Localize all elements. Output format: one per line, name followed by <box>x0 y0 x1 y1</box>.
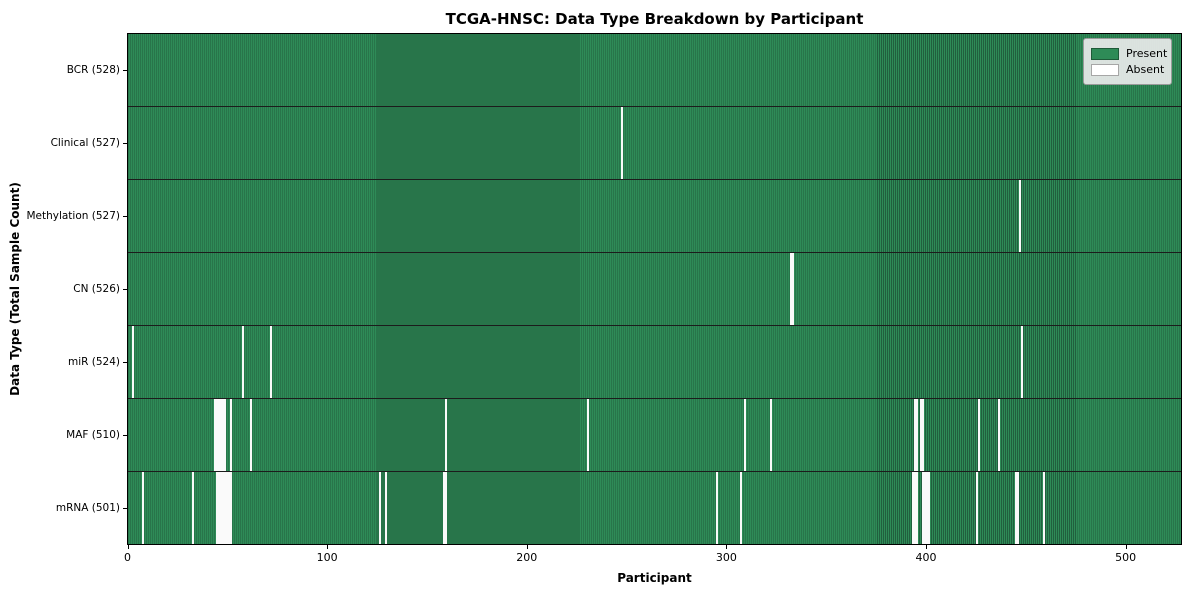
absent-cell <box>921 472 924 544</box>
absent-cell <box>379 472 382 544</box>
legend-entry-present: Present <box>1091 47 1168 60</box>
absent-cell <box>131 326 134 398</box>
legend-label-present: Present <box>1126 47 1168 60</box>
absent-cell <box>921 399 924 471</box>
absent-cell <box>223 399 226 471</box>
heatmap-row-clinical <box>128 107 1181 180</box>
absent-cell <box>977 399 980 471</box>
y-tick-mark <box>123 69 127 71</box>
legend-entry-absent: Absent <box>1091 63 1164 76</box>
absent-cell <box>227 472 230 544</box>
absent-cell <box>925 472 928 544</box>
absent-swatch <box>1091 63 1119 76</box>
absent-cell <box>586 399 589 471</box>
heatmap-row-cn <box>128 253 1181 326</box>
absent-cell <box>975 472 978 544</box>
absent-cell <box>1019 180 1022 252</box>
x-tick-mark <box>327 545 329 549</box>
legend-label-absent: Absent <box>1126 63 1165 76</box>
y-tick-mark <box>123 508 127 510</box>
y-tick-mark <box>123 215 127 217</box>
absent-cell <box>1015 472 1018 544</box>
legend: Present Absent <box>1083 38 1172 85</box>
absent-cell <box>269 326 272 398</box>
absent-cell <box>219 399 222 471</box>
absent-cell <box>215 399 218 471</box>
y-tick-label-mir: miR (524) <box>67 356 120 369</box>
y-tick-mark <box>123 289 127 290</box>
y-tick-mark <box>123 142 127 144</box>
x-tick-mark <box>127 545 129 549</box>
y-tick-label-cn: CN (526) <box>73 283 120 295</box>
x-tick-label: 0 <box>124 551 131 564</box>
heatmap-row-mir <box>128 326 1181 399</box>
absent-cell <box>1043 472 1046 544</box>
absent-cell <box>217 399 220 471</box>
absent-cell <box>716 472 719 544</box>
absent-cell <box>913 472 916 544</box>
absent-cell <box>191 472 194 544</box>
absent-cell <box>445 472 448 544</box>
absent-cell <box>225 472 228 544</box>
y-tick-label-methylation: Methylation (527) <box>26 209 120 222</box>
absent-cell <box>217 472 220 544</box>
x-axis-label: Participant <box>617 571 692 585</box>
absent-cell <box>223 472 226 544</box>
absent-cell <box>620 107 623 179</box>
absent-cell <box>445 399 448 471</box>
x-tick-mark <box>726 545 728 549</box>
plot-area <box>127 33 1182 545</box>
absent-cell <box>997 399 1000 471</box>
x-tick-mark <box>1125 545 1127 549</box>
absent-cell <box>219 472 222 544</box>
y-tick-mark <box>123 435 127 437</box>
heatmap-row-maf <box>128 399 1181 472</box>
absent-cell <box>911 472 914 544</box>
present-swatch <box>1091 47 1119 60</box>
absent-cell <box>790 253 793 325</box>
absent-cell <box>221 399 224 471</box>
absent-cell <box>221 472 224 544</box>
absent-cell <box>740 472 743 544</box>
absent-cell <box>770 399 773 471</box>
absent-cell <box>915 472 918 544</box>
absent-cell <box>215 472 218 544</box>
absent-cell <box>249 399 252 471</box>
y-tick-label-bcr: BCR (528) <box>66 63 120 76</box>
absent-cell <box>229 472 232 544</box>
absent-cell <box>927 472 930 544</box>
x-tick-mark <box>526 545 528 549</box>
y-tick-label-mrna: mRNA (501) <box>55 502 120 515</box>
x-tick-label: 400 <box>915 551 937 564</box>
absent-cell <box>1021 326 1024 398</box>
heatmap-row-methylation <box>128 180 1181 253</box>
x-tick-label: 300 <box>715 551 737 564</box>
absent-cell <box>919 399 922 471</box>
absent-cell <box>229 399 232 471</box>
x-tick-label: 100 <box>316 551 338 564</box>
heatmap-row-mrna <box>128 472 1181 544</box>
heatmap-row-bcr <box>128 34 1181 107</box>
x-tick-label: 500 <box>1115 551 1137 564</box>
absent-cell <box>792 253 795 325</box>
x-tick-label: 200 <box>516 551 538 564</box>
absent-cell <box>923 472 926 544</box>
absent-cell <box>915 399 918 471</box>
absent-cell <box>385 472 388 544</box>
absent-cell <box>913 399 916 471</box>
absent-cell <box>241 326 244 398</box>
absent-cell <box>1017 472 1020 544</box>
y-tick-label-clinical: Clinical (527) <box>50 136 120 149</box>
x-tick-mark <box>925 545 927 549</box>
absent-cell <box>744 399 747 471</box>
y-tick-mark <box>123 362 127 364</box>
y-tick-label-maf: MAF (510) <box>66 429 120 442</box>
absent-cell <box>141 472 144 544</box>
absent-cell <box>213 399 216 471</box>
chart-title: TCGA-HNSC: Data Type Breakdown by Partic… <box>445 10 864 28</box>
absent-cell <box>443 472 446 544</box>
